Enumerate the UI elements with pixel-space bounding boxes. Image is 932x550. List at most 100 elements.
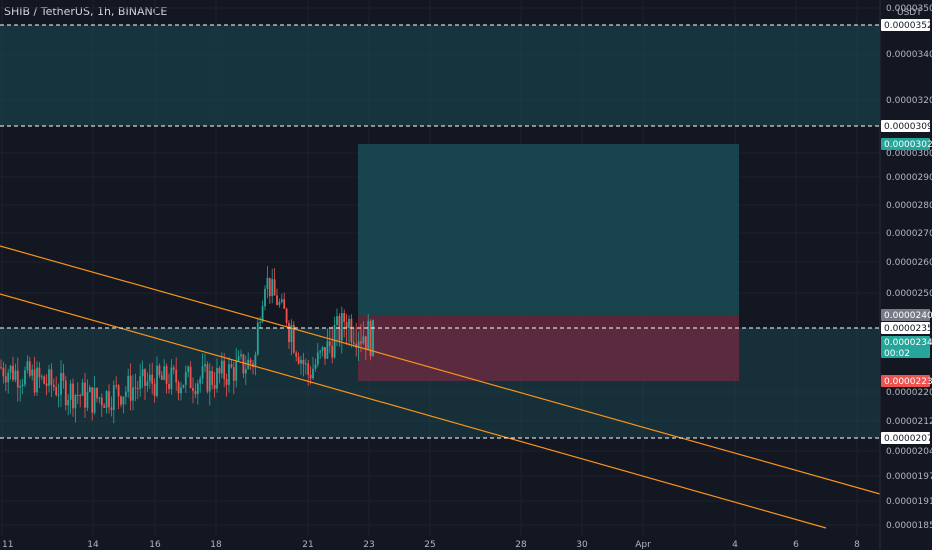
- time-axis[interactable]: 11 14 16 18 21 23 25 28 30 Apr 4 6 8: [2, 540, 860, 550]
- time-tick-label: Apr: [635, 540, 651, 550]
- countdown-text: 00:02: [884, 349, 910, 359]
- candle-body: [271, 279, 274, 297]
- candle-body: [285, 308, 288, 323]
- candle-body: [124, 391, 127, 397]
- position-target-zone: [358, 144, 739, 315]
- candle-body: [21, 384, 24, 387]
- candle-body: [88, 387, 91, 393]
- candle-body: [295, 352, 298, 357]
- candle-body: [112, 385, 115, 410]
- candle-body: [141, 369, 144, 377]
- level-badge-3-box: [881, 432, 930, 444]
- price-tick-label: 0.00001850: [886, 521, 932, 531]
- candle-body: [208, 370, 211, 392]
- candle-body: [220, 360, 223, 374]
- candle-body: [319, 351, 322, 353]
- level-badge-0-box: [881, 19, 930, 31]
- candle-body: [304, 363, 307, 365]
- candle-body: [232, 367, 235, 381]
- candle-body: [331, 345, 334, 358]
- candle-body: [348, 318, 350, 328]
- candle-body: [369, 321, 372, 357]
- candle-body: [336, 316, 338, 325]
- candle-body: [86, 392, 89, 408]
- candle-body: [324, 347, 326, 359]
- candle-body: [192, 387, 194, 392]
- candle-body: [328, 341, 331, 346]
- candle-body: [283, 299, 286, 309]
- currency-label: USDT: [897, 8, 922, 18]
- candle-body: [115, 385, 118, 387]
- candle-body: [249, 359, 252, 364]
- candle-body: [297, 356, 300, 364]
- candle-body: [333, 324, 336, 358]
- candles: [0, 266, 374, 424]
- candle-body: [237, 356, 240, 361]
- candle-body: [340, 313, 343, 341]
- candle-body: [172, 367, 175, 370]
- candle-body: [256, 322, 259, 355]
- candle-body: [302, 359, 305, 365]
- candle-body: [4, 376, 7, 383]
- candle-body: [266, 277, 269, 289]
- candle-body: [96, 387, 98, 399]
- candle-body: [372, 319, 374, 357]
- time-tick-label: 30: [576, 540, 588, 550]
- position-stop-zone: [358, 315, 739, 381]
- time-tick-label: 6: [793, 540, 799, 550]
- candle-body: [14, 370, 17, 380]
- candle-body: [72, 383, 74, 409]
- candle-body: [16, 370, 19, 388]
- time-tick-label: 4: [732, 540, 738, 550]
- candle-body: [7, 372, 10, 383]
- time-tick-label: 14: [87, 540, 99, 550]
- entry-badge-text: 0.00002406: [884, 311, 932, 321]
- candle-body: [36, 367, 38, 393]
- candle-body: [244, 369, 247, 374]
- candle-body: [122, 396, 125, 405]
- candle-body: [254, 354, 257, 368]
- candle-body: [19, 386, 22, 388]
- candle-body: [360, 341, 362, 344]
- candle-body: [156, 365, 158, 396]
- candle-body: [26, 361, 29, 371]
- price-axis-bg: [880, 0, 932, 550]
- candle-body: [110, 407, 113, 410]
- time-tick-label: 18: [210, 540, 222, 550]
- candle-body: [81, 382, 84, 396]
- candle-body: [199, 378, 202, 384]
- candle-body: [148, 374, 151, 382]
- candle-body: [2, 367, 5, 377]
- candle-body: [134, 387, 137, 389]
- candle-body: [45, 383, 48, 386]
- candle-body: [175, 369, 178, 383]
- candle-body: [350, 318, 353, 343]
- candle-body: [9, 365, 12, 373]
- candle-body: [357, 341, 360, 348]
- candle-body: [242, 354, 245, 374]
- candle-body: [180, 387, 182, 394]
- candle-body: [74, 394, 77, 409]
- time-tick-label: 23: [363, 540, 374, 550]
- candle-body: [189, 366, 192, 388]
- candle-body: [261, 306, 264, 322]
- candle-body: [213, 384, 216, 389]
- candle-body: [151, 374, 154, 384]
- candle-body: [91, 387, 94, 413]
- candle-body: [367, 321, 370, 350]
- candle-body: [108, 391, 110, 408]
- candle-body: [146, 381, 149, 386]
- candle-body: [326, 341, 329, 359]
- candle-body: [52, 384, 55, 388]
- level-badge-2-box: [881, 322, 930, 334]
- candle-body: [79, 395, 82, 397]
